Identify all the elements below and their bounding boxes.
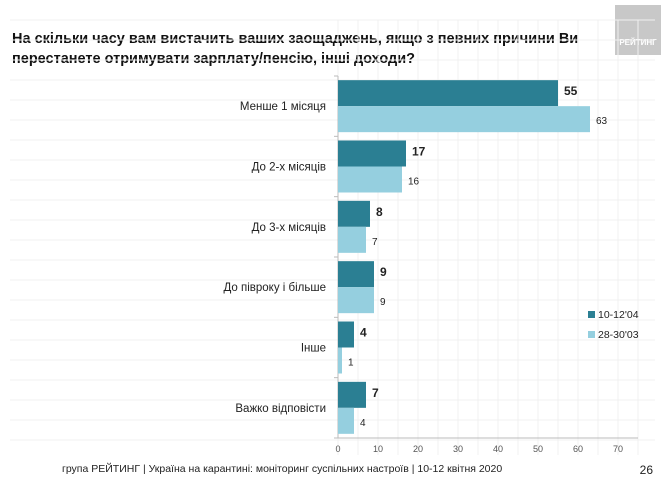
- x-tick-label: 50: [533, 444, 543, 454]
- data-label: 8: [376, 205, 383, 219]
- x-tick-label: 70: [613, 444, 623, 454]
- data-label: 63: [596, 116, 608, 127]
- bar: [338, 226, 366, 253]
- bar: [338, 140, 406, 167]
- x-tick-label: 0: [335, 444, 340, 454]
- x-tick-label: 30: [453, 444, 463, 454]
- category-label: Менше 1 місяця: [240, 101, 326, 113]
- bar: [338, 166, 402, 193]
- category-label: Інше: [301, 343, 326, 355]
- bar: [338, 381, 366, 408]
- bar: [338, 287, 374, 314]
- footer-text: група РЕЙТИНГ | Україна на карантині: мо…: [62, 463, 503, 475]
- bar: [338, 106, 590, 133]
- x-tick-label: 20: [413, 444, 423, 454]
- data-label: 55: [564, 84, 578, 98]
- legend-label: 10-12'04: [598, 309, 639, 321]
- data-label: 16: [408, 177, 420, 188]
- bar: [338, 347, 342, 374]
- bar: [338, 407, 354, 434]
- data-label: 9: [380, 265, 387, 279]
- data-label: 9: [380, 297, 386, 308]
- category-label: До 2-х місяців: [252, 162, 326, 174]
- data-label: 4: [360, 418, 366, 429]
- bar: [338, 80, 558, 107]
- legend-swatch: [588, 331, 595, 338]
- bar: [338, 261, 374, 288]
- data-label: 4: [360, 326, 367, 340]
- x-tick-label: 60: [573, 444, 583, 454]
- data-label: 17: [412, 145, 426, 159]
- data-label: 7: [372, 237, 378, 248]
- data-label: 1: [348, 358, 354, 369]
- chart-title: На скільки часу вам вистачить ваших заощ…: [12, 31, 579, 67]
- bar: [338, 321, 354, 348]
- category-label: До 3-х місяців: [252, 222, 326, 234]
- legend-label: 28-30'03: [598, 329, 639, 341]
- category-label: Важко відповісти: [235, 403, 326, 415]
- page-number: 26: [639, 463, 653, 477]
- category-label: До півроку і більше: [223, 282, 326, 294]
- data-label: 7: [372, 386, 379, 400]
- x-tick-label: 10: [373, 444, 383, 454]
- x-tick-label: 40: [493, 444, 503, 454]
- legend-swatch: [588, 311, 595, 318]
- bar: [338, 200, 370, 227]
